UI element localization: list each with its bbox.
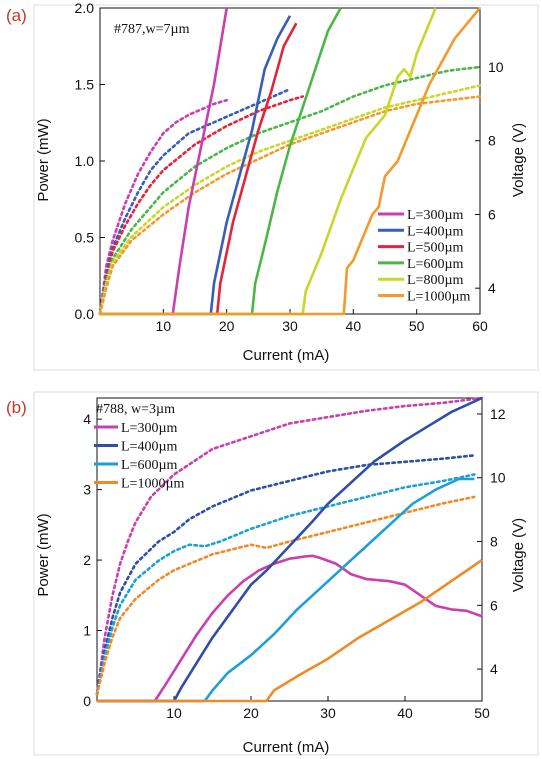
legend-label-3: L=600µm [407,257,464,272]
panel-a-frame [33,4,539,371]
annotation-b: #788, w=3µm [96,402,175,417]
x-axis-label-b: Current (mA) [243,739,330,756]
legend-label-0: L=300µm [407,208,464,223]
x-tick-label: 30 [282,318,298,334]
y2-axis-label-a: Voltage (V) [510,123,527,197]
voltage-line-2 [95,473,476,696]
y-tick-label: 3 [83,482,91,498]
x-tick-label: 60 [472,318,488,334]
voltage-line-5 [98,95,482,316]
y-tick-label: 1.5 [75,77,95,93]
y2-tick-label: 10 [488,59,504,75]
voltage-line-1 [95,454,476,696]
y2-tick-label: 8 [488,133,496,149]
power-line-1 [100,15,292,316]
legend-label-2: L=500µm [407,241,464,256]
power-line-2 [100,22,298,316]
annotation-a: #787,w=7µm [114,22,190,37]
y-tick-label: 2 [83,552,91,568]
y2-tick-label: 6 [490,597,498,613]
y2-tick-label: 4 [488,280,496,296]
x-tick-label: 40 [346,318,362,334]
y-tick-label: 2.0 [75,0,95,16]
y2-axis-label-b: Voltage (V) [510,518,527,592]
power-line-3 [100,7,342,316]
y2-tick-label: 10 [490,470,506,486]
chart-panel-b: (b) #788, w=3µm Current (mA) Power (mW) … [6,396,527,756]
legend-label-5: L=1000µm [407,290,471,305]
power-line-2 [97,477,475,703]
legend-label-1: L=400µm [407,224,464,239]
y-tick-label: 0.0 [75,306,95,322]
x-tick-label: 50 [474,705,490,721]
plot-area [96,397,483,702]
x-tick-label: 10 [166,705,182,721]
legend-label-3: L=1000µm [121,477,185,492]
x-tick-label: 20 [219,318,235,334]
chart-panel-a: (a) #787,w=7µm Current (mA) Power (mW) V… [6,0,527,364]
panel-label-b: (b) [6,398,27,417]
x-tick-label: 20 [243,705,259,721]
y-tick-label: 0 [83,693,91,709]
x-tick-label: 10 [156,318,172,334]
legend-label-4: L=800µm [407,273,464,288]
y-tick-label: 1.0 [75,153,95,169]
power-line-5 [100,7,482,316]
y2-tick-label: 6 [488,206,496,222]
y2-tick-label: 12 [490,406,506,422]
power-line-3 [97,559,483,703]
legend-label-2: L=600µm [121,458,178,473]
y-tick-label: 0.5 [75,230,95,246]
power-line-4 [100,7,437,316]
x-tick-label: 30 [320,705,336,721]
panel-b-frame [33,391,539,756]
x-tick-label: 50 [409,318,425,334]
y-tick-label: 1 [83,623,91,639]
power-line-0 [100,7,228,316]
y-tick-label: 4 [83,411,91,427]
x-tick-label: 40 [397,705,413,721]
y-axis-label-a: Power (mW) [35,118,52,201]
legend-label-1: L=400µm [121,440,178,455]
x-axis-label-a: Current (mA) [243,347,330,364]
panel-label-a: (a) [6,6,27,25]
voltage-line-3 [95,495,476,696]
voltage-line-2 [98,95,304,316]
y2-tick-label: 4 [490,661,498,677]
voltage-line-0 [95,396,484,696]
voltage-line-0 [98,98,228,316]
y-axis-label-b: Power (mW) [35,513,52,596]
power-line-1 [97,396,483,703]
legend-label-0: L=300µm [121,421,178,436]
y2-tick-label: 8 [490,534,498,550]
power-line-0 [97,554,483,703]
